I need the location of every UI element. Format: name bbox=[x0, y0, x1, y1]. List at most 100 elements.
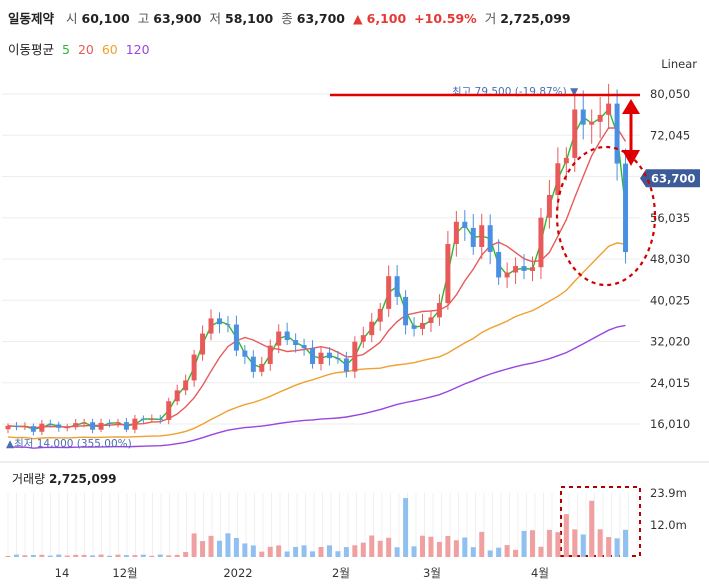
candle-body bbox=[225, 324, 231, 326]
volume-bar bbox=[436, 541, 442, 557]
candle-body bbox=[470, 227, 476, 247]
volume-bar bbox=[310, 551, 316, 557]
candle-body bbox=[352, 341, 358, 372]
volume-bar bbox=[39, 554, 45, 557]
ma-legend-label: 이동평균 bbox=[8, 42, 55, 57]
y-tick-label: 80,050 bbox=[650, 87, 690, 101]
low-price-annotation: ▲최저 14,000 (355.00%) bbox=[6, 438, 132, 450]
volume-bar bbox=[90, 555, 96, 557]
candle-body bbox=[140, 418, 146, 420]
volume-bar bbox=[98, 554, 104, 557]
chart-grid bbox=[0, 93, 709, 557]
candle-body bbox=[90, 422, 96, 430]
volume-bar bbox=[123, 555, 129, 557]
ma-120-label[interactable]: 120 bbox=[125, 42, 150, 57]
volume-bar bbox=[200, 541, 206, 557]
candle-body bbox=[301, 345, 307, 349]
candle-body bbox=[487, 225, 493, 252]
candle-body bbox=[445, 243, 451, 304]
volume-bar bbox=[352, 545, 358, 557]
y-tick-label: 32,020 bbox=[650, 335, 690, 349]
volume-bar bbox=[242, 543, 248, 557]
candle-body bbox=[335, 358, 341, 360]
candle-body bbox=[513, 266, 519, 273]
ma-5-label[interactable]: 5 bbox=[62, 42, 70, 57]
candle-body bbox=[403, 296, 409, 326]
volume-bar bbox=[453, 540, 459, 557]
candle-body bbox=[284, 331, 290, 341]
candle-body bbox=[529, 267, 535, 271]
candle-body bbox=[200, 333, 206, 355]
y-axis-ticks: 80,05072,04564,04056,03548,03040,02532,0… bbox=[640, 87, 700, 431]
volume-bar bbox=[140, 554, 146, 557]
candle-body bbox=[166, 401, 172, 420]
ma-60-label[interactable]: 60 bbox=[101, 42, 118, 57]
volume-bar bbox=[420, 535, 426, 557]
y-tick-label: 72,045 bbox=[650, 128, 690, 142]
volume-bar bbox=[555, 532, 561, 557]
x-axis-label: 2022 bbox=[223, 566, 252, 580]
volume-bar bbox=[225, 533, 231, 557]
candle-body bbox=[580, 109, 586, 125]
volume-bar bbox=[496, 547, 502, 557]
volume-bar bbox=[470, 547, 476, 557]
volume-label: 거 bbox=[484, 11, 497, 26]
candle-body bbox=[56, 424, 62, 428]
scale-mode-label[interactable]: Linear bbox=[661, 57, 697, 71]
volume-bar bbox=[403, 498, 409, 557]
volume-bar bbox=[428, 536, 434, 557]
y-tick-label: 48,030 bbox=[650, 252, 690, 266]
stock-header: 일동제약 시 60,100 고 63,900 저 58,100 종 63,700 ▲ 6,… bbox=[8, 8, 575, 28]
volume-bar bbox=[479, 531, 485, 557]
candle-body bbox=[208, 318, 214, 334]
candle-body bbox=[276, 331, 282, 346]
volume-bar bbox=[386, 537, 392, 557]
volume-bar bbox=[183, 552, 189, 557]
candle-body bbox=[555, 163, 561, 195]
volume-bar bbox=[73, 554, 79, 557]
candle-body bbox=[191, 354, 197, 381]
candles bbox=[5, 83, 629, 436]
change-arrow-icon: ▲ bbox=[353, 11, 363, 26]
candle-body bbox=[47, 423, 53, 425]
volume-bar bbox=[174, 554, 180, 557]
current-price-tag bbox=[640, 169, 700, 188]
volume-bar bbox=[13, 554, 19, 557]
candle-body bbox=[293, 340, 299, 346]
candle-body bbox=[411, 325, 417, 329]
highlight-circle bbox=[555, 145, 657, 287]
chart-annotations: 최고 79,500 (-19.87%) ▼▲최저 14,000 (355.00%… bbox=[6, 86, 657, 557]
candle-body bbox=[420, 322, 426, 329]
volume-bar bbox=[369, 535, 375, 557]
volume-bar bbox=[22, 555, 28, 557]
open-value: 60,100 bbox=[81, 11, 130, 26]
volume-bar bbox=[115, 554, 121, 557]
volume-tick-label: 23.9m bbox=[650, 486, 687, 500]
ma-legend[interactable]: 이동평균 5 20 60 120 bbox=[8, 39, 154, 58]
candle-body bbox=[30, 426, 36, 432]
y-tick-label: 16,010 bbox=[650, 417, 690, 431]
volume-bar bbox=[81, 554, 87, 557]
volume-bar bbox=[623, 529, 629, 557]
volume-bar bbox=[513, 549, 519, 557]
volume-tick-label: 12.0m bbox=[650, 518, 687, 532]
candle-body bbox=[479, 225, 485, 247]
candle-body bbox=[259, 363, 265, 372]
volume-bar bbox=[267, 546, 273, 557]
volume-bar bbox=[64, 555, 70, 557]
candle-body bbox=[98, 422, 104, 430]
candle-body bbox=[462, 221, 468, 228]
stock-name: 일동제약 bbox=[8, 11, 55, 26]
candle-body bbox=[546, 194, 552, 218]
candle-body bbox=[183, 380, 189, 391]
open-label: 시 bbox=[66, 11, 78, 26]
candle-body bbox=[614, 103, 620, 164]
ma-20-label[interactable]: 20 bbox=[77, 42, 94, 57]
volume-bar bbox=[233, 537, 239, 557]
volume-bar bbox=[5, 555, 11, 557]
volume-panel-label: 거래량 bbox=[12, 472, 46, 486]
candle-body bbox=[377, 308, 383, 322]
x-axis-label: 2월 bbox=[332, 566, 350, 580]
volume-bar bbox=[276, 545, 282, 557]
